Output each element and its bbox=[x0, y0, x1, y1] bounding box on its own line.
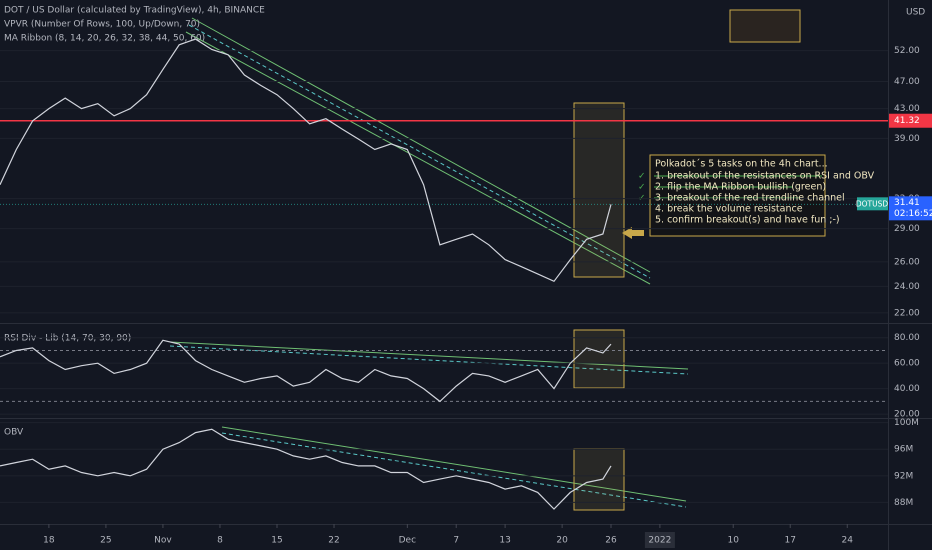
y-tick-label: 88M bbox=[894, 498, 913, 508]
current-price-label: 31.41 bbox=[894, 198, 920, 208]
series-line bbox=[0, 339, 612, 403]
x-tick-label: 8 bbox=[217, 536, 223, 546]
annotation-item: 2. flip the MA Ribbon bullish (green) bbox=[655, 182, 826, 193]
symbol-box bbox=[857, 197, 888, 211]
x-tick-label: 17 bbox=[785, 536, 796, 546]
annotation-item: 5. confirm breakout(s) and have fun ;-) bbox=[655, 215, 840, 226]
annotation-title: Polkadot´s 5 tasks on the 4h chart... bbox=[655, 159, 828, 170]
x-tick-label: Nov bbox=[154, 536, 172, 546]
x-tick-label: 15 bbox=[271, 536, 282, 546]
y-tick-label: 100M bbox=[894, 418, 919, 428]
strike-lines bbox=[654, 175, 822, 199]
x-tick-label: 20 bbox=[556, 536, 568, 546]
y-tick-label: 29.00 bbox=[894, 224, 920, 234]
y-tick-label: 20.00 bbox=[894, 410, 920, 420]
current-price-box bbox=[889, 196, 932, 221]
pane-title: RSI Div - Lib (14, 70, 30, 90) bbox=[4, 334, 131, 344]
y-tick-label: 43.00 bbox=[894, 104, 920, 114]
y-tick-label: 60.00 bbox=[894, 359, 920, 369]
annotation-item: 4. break the volume resistance bbox=[655, 204, 803, 215]
y-tick-label: 39.00 bbox=[894, 134, 920, 144]
svg-text:✓: ✓ bbox=[638, 172, 646, 182]
y-tick-label: 22.00 bbox=[894, 308, 920, 318]
x-tick-label: 18 bbox=[43, 536, 55, 546]
x-tick-label: 22 bbox=[328, 536, 339, 546]
annotation-item: 3. breakout of the red trendline channel bbox=[655, 193, 845, 204]
logo bbox=[729, 9, 801, 43]
y-tick-label: 26.00 bbox=[894, 257, 920, 267]
annotation-item: 1. breakout of the resistances on RSI an… bbox=[655, 171, 875, 182]
y-tick-label: 52.00 bbox=[894, 46, 920, 56]
indicator-label: MA Ribbon (8, 14, 20, 26, 32, 38, 44, 50… bbox=[4, 34, 205, 44]
price-label-box bbox=[889, 113, 932, 128]
y-tick-label: 40.00 bbox=[894, 384, 920, 394]
svg-text:✓: ✓ bbox=[638, 183, 646, 193]
symbol-label: DOTUSD bbox=[856, 199, 889, 208]
y-tick-label: 47.00 bbox=[894, 77, 920, 87]
arrow bbox=[622, 227, 644, 239]
y-tick-label: 96M bbox=[894, 445, 913, 455]
x-tick-highlight bbox=[644, 532, 675, 548]
series-line bbox=[0, 428, 612, 510]
countdown-label: 02:16:52 bbox=[894, 209, 932, 219]
trendlines bbox=[169, 17, 689, 508]
x-tick-label: Dec bbox=[399, 536, 416, 546]
axis-unit: USD bbox=[906, 8, 925, 18]
pane-title: OBV bbox=[4, 428, 24, 438]
x-tick-label: 2022 bbox=[648, 536, 671, 546]
x-tick-label: 10 bbox=[727, 536, 739, 546]
x-tick-label: 13 bbox=[499, 536, 510, 546]
x-tick-label: 24 bbox=[842, 536, 854, 546]
indicator-label: VPVR (Number Of Rows, 100, Up/Down, 70) bbox=[4, 20, 200, 30]
y-tick-label: 80.00 bbox=[894, 333, 920, 343]
x-tick-label: 7 bbox=[453, 536, 459, 546]
price-label: 41.32 bbox=[894, 116, 920, 126]
y-tick-label: 92M bbox=[894, 471, 913, 481]
chart-title: DOT / US Dollar (calculated by TradingVi… bbox=[4, 6, 265, 16]
y-tick-label: 24.00 bbox=[894, 282, 920, 292]
x-tick-label: 26 bbox=[605, 536, 617, 546]
series-line bbox=[0, 38, 612, 283]
x-tick-label: 25 bbox=[100, 536, 111, 546]
annotation-box bbox=[649, 154, 826, 237]
